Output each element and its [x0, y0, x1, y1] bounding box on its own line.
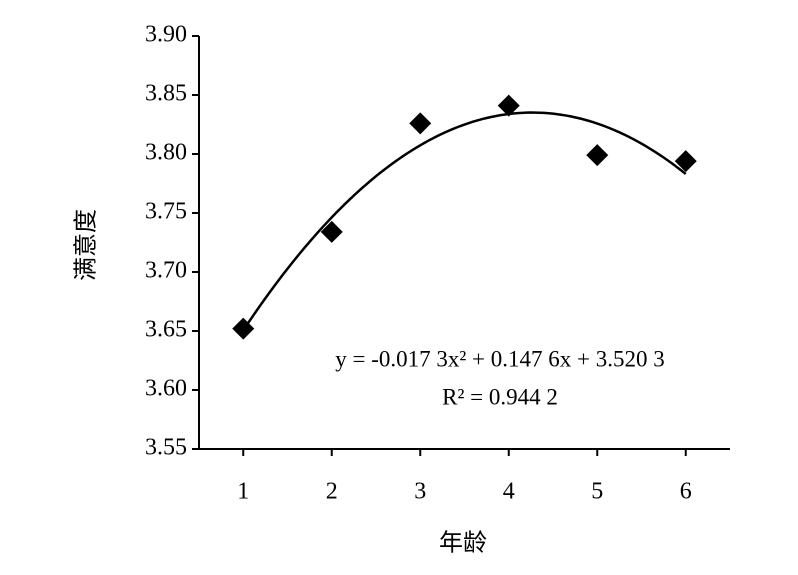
data-point [409, 112, 432, 135]
y-tick-label: 3.60 [145, 376, 187, 402]
y-tick-label: 3.80 [145, 140, 187, 166]
y-tick-label: 3.65 [145, 317, 187, 343]
x-tick-label: 1 [237, 479, 249, 505]
data-point [320, 220, 343, 243]
y-tick-label: 3.70 [145, 258, 187, 284]
x-tick-label: 3 [414, 479, 426, 505]
y-tick-label: 3.75 [145, 199, 187, 225]
trendline [242, 111, 687, 331]
y-tick-label: 3.90 [145, 22, 187, 48]
data-point [232, 317, 255, 340]
data-point [674, 150, 697, 173]
data-point [497, 94, 520, 117]
x-tick-label: 6 [680, 479, 692, 505]
data-point [586, 144, 609, 167]
x-tick-label: 5 [591, 479, 603, 505]
x-tick-label: 4 [503, 479, 515, 505]
r-squared: R² = 0.944 2 [442, 384, 558, 409]
y-tick-label: 3.85 [145, 81, 187, 107]
y-tick-label: 3.55 [145, 435, 187, 461]
y-axis-title: 满意度 [73, 209, 100, 281]
x-tick-label: 2 [326, 479, 338, 505]
x-axis-title: 年龄 [439, 530, 487, 557]
trend-equation: y = -0.017 3x² + 0.147 6x + 3.520 3 [335, 346, 664, 371]
